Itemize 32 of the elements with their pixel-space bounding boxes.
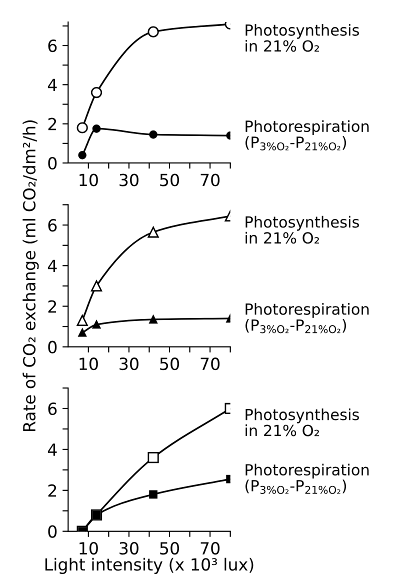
y-tick-label: 4 [48, 260, 57, 272]
x-tick-label: 50 [160, 542, 179, 555]
x-tick-label: 10 [80, 542, 98, 555]
y-tick-label: 2 [48, 118, 56, 130]
x-axis-title: Light intensity (x 10³ lux) [45, 558, 254, 574]
series-label: Photorespiration (P$_{3%O₂}$-P$_{21%O₂}$) [246, 464, 369, 494]
y-tick-label: 0 [48, 156, 57, 170]
series-label: Photosynthesis in 21% O₂ [246, 408, 359, 436]
y-tick-label: 4 [48, 444, 57, 456]
y-tick-label: 6 [48, 39, 57, 52]
x-tick-label: 70 [200, 542, 220, 555]
x-tick-label: 50 [160, 174, 179, 186]
series-label: Photorespiration (P$_{3%O₂}$-P$_{21%O₂}$) [246, 303, 369, 334]
x-tick-label: 30 [120, 542, 138, 555]
series-label: Photosynthesis in 21% O₂ [246, 216, 359, 244]
x-tick-label: 30 [120, 358, 138, 370]
y-tick-label: 0 [48, 340, 57, 354]
series-label: Photorespiration (P$_{3%O₂}$-P$_{21%O₂}$) [246, 120, 369, 150]
x-tick-label: 70 [200, 174, 220, 186]
y-tick-label: 2 [48, 484, 56, 497]
x-tick-label: 10 [80, 358, 98, 370]
y-tick-label: 2 [48, 300, 56, 313]
y-axis-title: Rate of CO₂ exchange (ml CO₂/dm²/h) [22, 120, 39, 431]
x-tick-label: 30 [120, 174, 138, 186]
series-label: Photosynthesis in 21% O₂ [246, 24, 359, 52]
x-tick-label: 10 [80, 174, 98, 186]
y-tick-label: 6 [48, 402, 57, 416]
y-tick-label: 4 [48, 78, 57, 92]
y-tick-label: 6 [48, 219, 57, 232]
y-tick-label: 0 [48, 525, 57, 538]
x-tick-label: 50 [160, 358, 179, 370]
x-tick-label: 70 [200, 358, 220, 370]
